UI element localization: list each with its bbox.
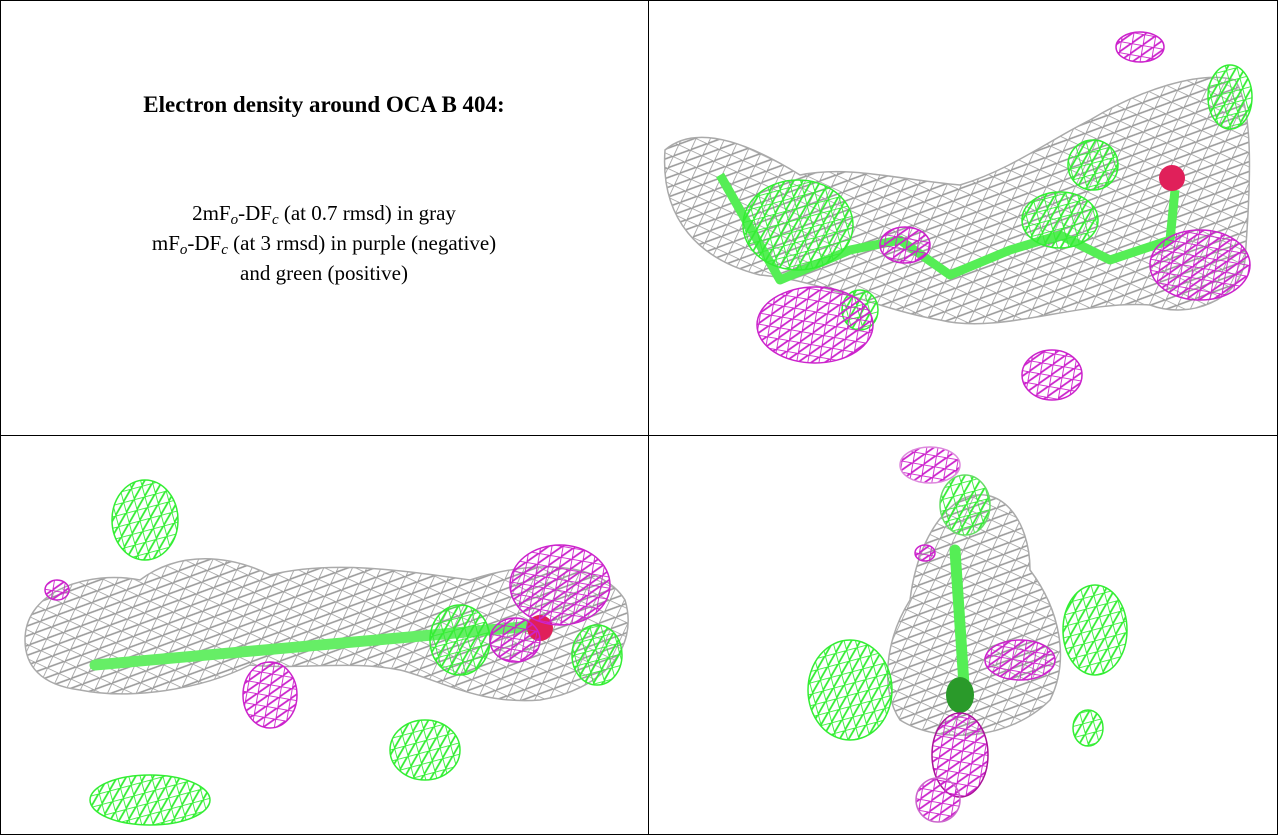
purple-mesh (915, 777, 961, 823)
density-view-3 (807, 446, 1128, 823)
green-mesh (1072, 709, 1104, 747)
purple-mesh (44, 579, 70, 601)
subscript: c (271, 212, 279, 228)
purple-mesh (509, 544, 611, 626)
text-cell: Electron density around OCA B 404: 2mFo-… (0, 0, 648, 435)
oxygen-atom (1159, 165, 1185, 191)
caption-text: mF (151, 231, 180, 255)
caption-text: (at 3 rmsd) in purple (negative) (227, 231, 497, 255)
green-mesh (389, 719, 461, 781)
title: Electron density around OCA B 404: (143, 92, 505, 117)
green-mesh (429, 604, 491, 676)
purple-mesh (1021, 349, 1083, 401)
ligand-stick (949, 544, 971, 706)
green-mesh (1067, 139, 1119, 191)
green-mesh (571, 624, 623, 686)
purple-mesh (879, 226, 931, 264)
density-view-2 (24, 479, 629, 826)
ligand-end (946, 677, 974, 713)
caption-text: and green (positive) (240, 261, 408, 285)
purple-mesh (1149, 229, 1251, 301)
green-mesh (742, 179, 854, 271)
purple-mesh (242, 661, 298, 729)
purple-mesh (984, 639, 1056, 681)
caption-text: 2mF (192, 201, 231, 225)
purple-mesh (899, 446, 961, 484)
subscript: c (221, 242, 228, 258)
green-mesh (1021, 191, 1099, 249)
green-mesh (939, 474, 991, 536)
caption-text: (at 0.7 rmsd) in gray (278, 201, 456, 225)
caption-text: -DF (238, 201, 272, 225)
purple-mesh (1115, 31, 1165, 63)
caption-line: mFo-DFc (at 3 rmsd) in purple (negative) (0, 228, 648, 258)
green-mesh (1062, 584, 1128, 676)
green-mesh (111, 479, 179, 561)
caption-text: -DF (187, 231, 222, 255)
caption-line: 2mFo-DFc (at 0.7 rmsd) in gray (0, 198, 648, 228)
green-mesh (89, 774, 211, 826)
green-mesh (1207, 64, 1253, 130)
purple-mesh (914, 544, 936, 562)
density-view-1 (663, 31, 1253, 401)
caption-line: and green (positive) (0, 258, 648, 288)
purple-mesh (489, 617, 541, 663)
purple-mesh (756, 286, 874, 364)
subscript: o (179, 242, 188, 258)
subscript: o (230, 212, 239, 228)
green-mesh (807, 639, 893, 741)
